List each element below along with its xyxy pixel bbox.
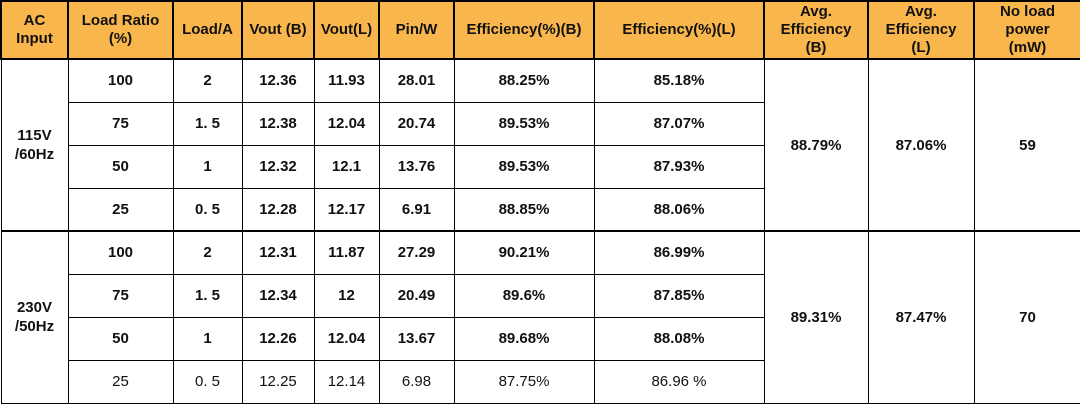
cell-vout-b: 12.26 <box>241 316 315 361</box>
cell-load-a: 2 <box>172 230 243 275</box>
cell-efficiency-b: 90.21% <box>453 230 595 275</box>
group-label-230v-50hz: 230V /50Hz <box>0 230 69 404</box>
table-row: 75 1. 5 12.34 12 20.49 89.6% 87.85% <box>1 273 1080 318</box>
cell-no-load-power: 59 <box>973 58 1080 232</box>
cell-efficiency-b: 88.85% <box>453 187 595 232</box>
header-cell-efficiency-b: Efficiency(%)(B) <box>453 0 595 60</box>
cell-vout-b: 12.28 <box>241 187 315 232</box>
cell-efficiency-b: 89.53% <box>453 144 595 189</box>
cell-pin-w: 27.29 <box>378 230 455 275</box>
cell-avg-efficiency-b: 89.31% <box>763 230 869 404</box>
cell-pin-w: 20.49 <box>378 273 455 318</box>
cell-pin-w: 6.98 <box>378 359 455 404</box>
cell-pin-w: 13.76 <box>378 144 455 189</box>
cell-vout-l: 12.1 <box>313 144 380 189</box>
cell-vout-b: 12.36 <box>241 58 315 103</box>
cell-efficiency-l: 87.93% <box>593 144 765 189</box>
table-row: 75 1. 5 12.38 12.04 20.74 89.53% 87.07% <box>1 101 1080 146</box>
cell-no-load-power: 70 <box>973 230 1080 404</box>
cell-vout-b: 12.25 <box>241 359 315 404</box>
header-cell-vout-l: Vout(L) <box>313 0 380 60</box>
cell-load-a: 0. 5 <box>172 187 243 232</box>
cell-load-a: 1 <box>172 316 243 361</box>
cell-avg-efficiency-l: 87.47% <box>867 230 975 404</box>
table-row: 230V /50Hz 100 2 12.31 11.87 27.29 90.21… <box>0 230 1080 404</box>
header-cell-ac-input: AC Input <box>0 0 69 60</box>
header-cell-load-ratio: Load Ratio (%) <box>67 0 174 60</box>
cell-efficiency-l: 86.96 % <box>593 359 765 404</box>
cell-load-ratio: 25 <box>67 359 174 404</box>
cell-efficiency-l: 87.07% <box>593 101 765 146</box>
cell-vout-l: 12.17 <box>313 187 380 232</box>
cell-load-ratio: 100 <box>67 58 174 103</box>
cell-efficiency-b: 89.68% <box>453 316 595 361</box>
cell-vout-b: 12.32 <box>241 144 315 189</box>
cell-vout-l: 12.04 <box>313 101 380 146</box>
cell-vout-l: 12.14 <box>313 359 380 404</box>
header-cell-load-a: Load/A <box>172 0 243 60</box>
cell-load-ratio: 75 <box>67 101 174 146</box>
cell-vout-l: 12 <box>313 273 380 318</box>
cell-load-ratio: 75 <box>67 273 174 318</box>
cell-efficiency-l: 86.99% <box>593 230 765 275</box>
header-cell-pin-w: Pin/W <box>378 0 455 60</box>
cell-efficiency-l: 87.85% <box>593 273 765 318</box>
header-cell-avg-efficiency-b: Avg. Efficiency (B) <box>763 0 869 60</box>
cell-vout-l: 12.04 <box>313 316 380 361</box>
group-label-115v-60hz: 115V /60Hz <box>0 58 69 232</box>
cell-vout-l: 11.93 <box>313 58 380 103</box>
cell-efficiency-b: 88.25% <box>453 58 595 103</box>
cell-vout-b: 12.34 <box>241 273 315 318</box>
cell-vout-b: 12.31 <box>241 230 315 275</box>
cell-load-a: 0. 5 <box>172 359 243 404</box>
cell-efficiency-l: 88.08% <box>593 316 765 361</box>
cell-vout-l: 11.87 <box>313 230 380 275</box>
header-cell-vout-b: Vout (B) <box>241 0 315 60</box>
cell-pin-w: 6.91 <box>378 187 455 232</box>
cell-efficiency-b: 89.53% <box>453 101 595 146</box>
table-row: 115V /60Hz 100 2 12.36 11.93 28.01 88.25… <box>0 58 1080 232</box>
cell-avg-efficiency-b: 88.79% <box>763 58 869 232</box>
cell-load-a: 2 <box>172 58 243 103</box>
header-cell-avg-efficiency-l: Avg. Efficiency (L) <box>867 0 975 60</box>
cell-efficiency-b: 89.6% <box>453 273 595 318</box>
cell-load-a: 1. 5 <box>172 101 243 146</box>
cell-pin-w: 28.01 <box>378 58 455 103</box>
cell-load-ratio: 100 <box>67 230 174 275</box>
cell-efficiency-b: 87.75% <box>453 359 595 404</box>
cell-avg-efficiency-l: 87.06% <box>867 58 975 232</box>
header-cell-no-load-power: No load power (mW) <box>973 0 1080 60</box>
cell-vout-b: 12.38 <box>241 101 315 146</box>
cell-pin-w: 13.67 <box>378 316 455 361</box>
cell-load-a: 1. 5 <box>172 273 243 318</box>
cell-load-ratio: 50 <box>67 144 174 189</box>
table-row: 50 1 12.26 12.04 13.67 89.68% 88.08% <box>1 316 1080 361</box>
table-row: 25 0. 5 12.25 12.14 6.98 87.75% 86.96 % <box>1 359 1080 404</box>
cell-load-ratio: 25 <box>67 187 174 232</box>
cell-load-a: 1 <box>172 144 243 189</box>
cell-efficiency-l: 85.18% <box>593 58 765 103</box>
table-row: 25 0. 5 12.28 12.17 6.91 88.85% 88.06% <box>1 187 1080 232</box>
cell-efficiency-l: 88.06% <box>593 187 765 232</box>
header-cell-efficiency-l: Efficiency(%)(L) <box>593 0 765 60</box>
cell-load-ratio: 50 <box>67 316 174 361</box>
header-row: AC Input Load Ratio (%) Load/A Vout (B) … <box>0 0 1080 60</box>
cell-pin-w: 20.74 <box>378 101 455 146</box>
